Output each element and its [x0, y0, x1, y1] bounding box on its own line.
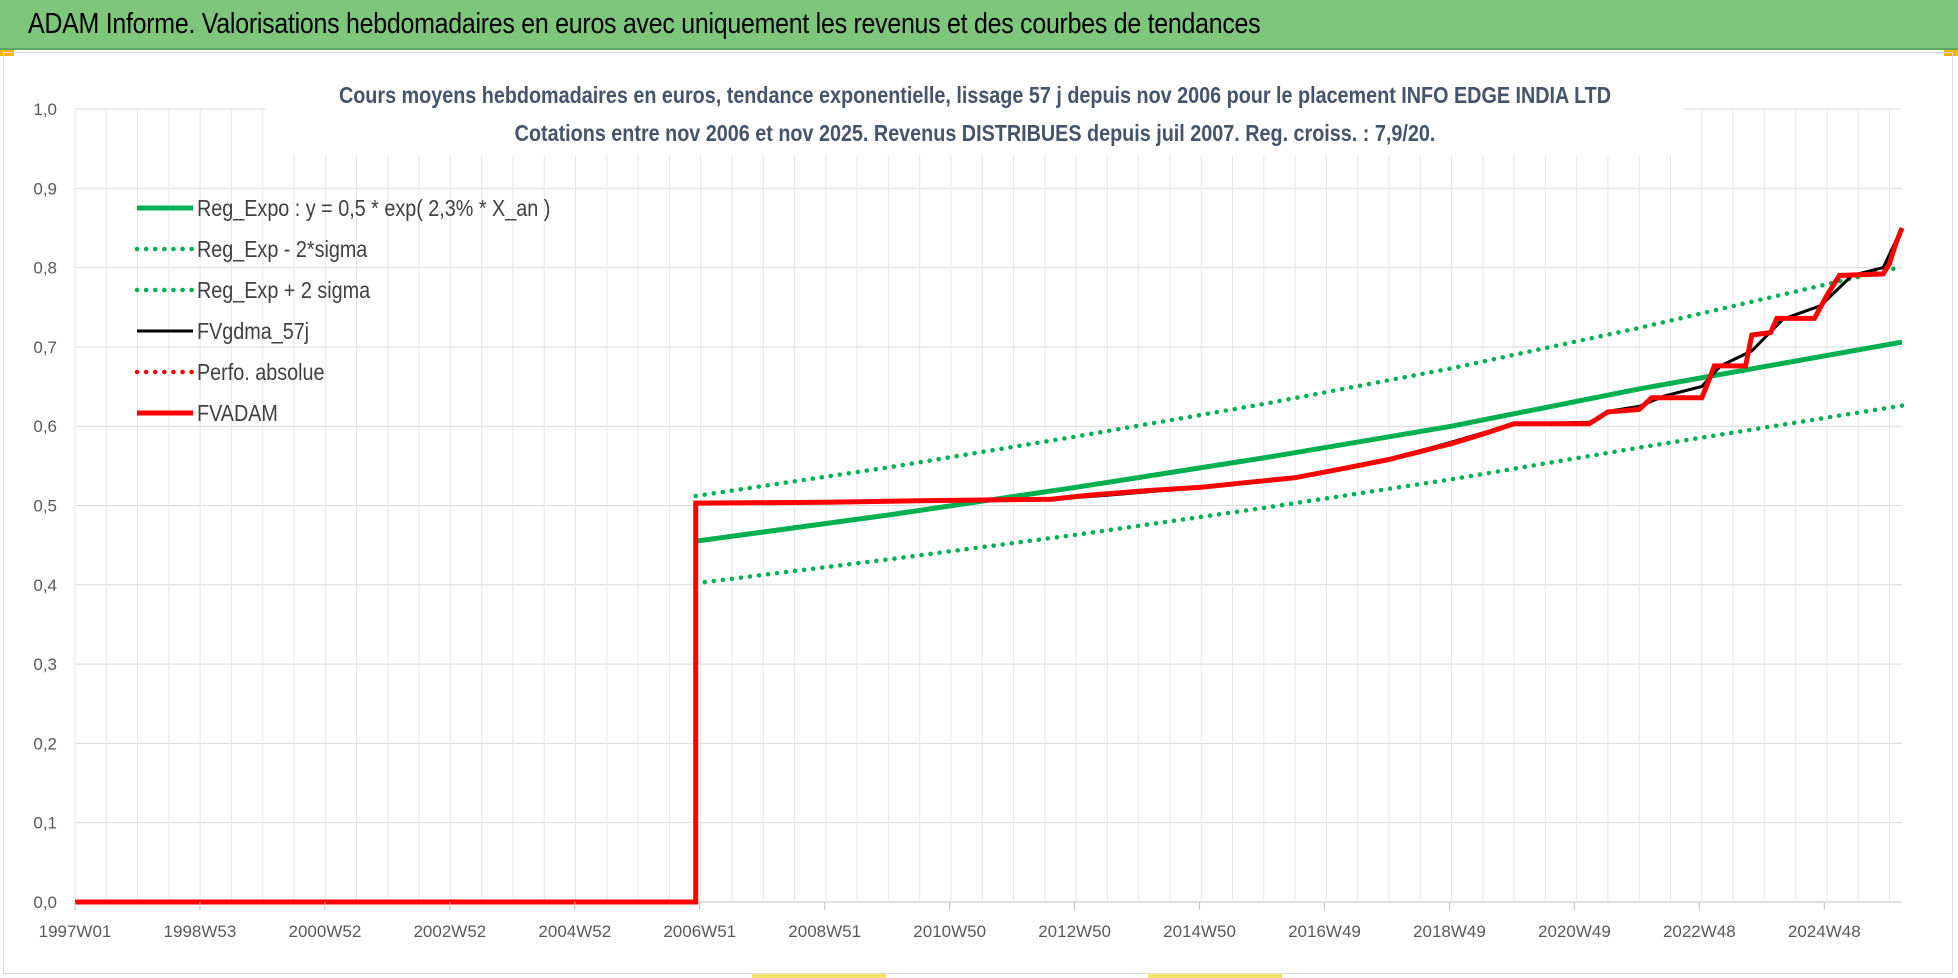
y-tick-label: 0,8: [33, 259, 57, 278]
legend-label: Reg_Exp + 2 sigma: [197, 278, 370, 304]
x-tick-label: 2002W52: [413, 922, 486, 941]
y-axis-ticks: 0,0 0,1 0,2 0,3 0,4 0,5 0,6 0,7 0,8 0,9 1,0: [33, 100, 57, 912]
series-line-1: [693, 403, 1905, 586]
report-header: ADAM Informe. Valorisations hebdomadaire…: [0, 0, 1958, 50]
y-tick-label: 0,9: [33, 179, 57, 198]
title-background: [266, 95, 1684, 155]
y-tick-label: 0,3: [33, 655, 57, 674]
legend-label: Reg_Exp - 2*sigma: [197, 237, 367, 263]
legend-label: Reg_Expo : y = 0,5 * exp( 2,3% * X_an ): [197, 196, 550, 222]
bottom-marker: [1148, 974, 1282, 978]
x-tick-label: 2018W49: [1413, 922, 1486, 941]
x-tick-label: 2014W50: [1163, 922, 1236, 941]
y-tick-label: 0,0: [33, 893, 57, 912]
y-tick-label: 0,1: [33, 814, 57, 833]
legend-label: FVADAM: [197, 401, 278, 427]
legend-label: Perfo. absolue: [197, 360, 324, 386]
series-line-5: [75, 227, 1905, 905]
series-line-2: [693, 264, 1905, 499]
bottom-marker: [752, 974, 886, 978]
series-layer: [75, 227, 1905, 905]
corner-marker-left: [0, 50, 14, 56]
x-tick-label: 2016W49: [1288, 922, 1361, 941]
x-tick-label: 1997W01: [39, 922, 112, 941]
x-tick-label: 2024W48: [1788, 922, 1861, 941]
y-tick-label: 0,4: [33, 576, 57, 595]
x-tick-label: 2004W52: [538, 922, 611, 941]
x-tick-label: 2022W48: [1663, 922, 1736, 941]
series-line-0: [695, 339, 1903, 544]
chart-title-line1: Cours moyens hebdomadaires en euros, ten…: [339, 83, 1611, 109]
y-tick-label: 1,0: [33, 100, 57, 119]
x-tick-label: 2010W50: [913, 922, 986, 941]
x-tick-label: 2008W51: [788, 922, 861, 941]
x-tick-label: 2006W51: [663, 922, 736, 941]
x-tick-label: 2020W49: [1538, 922, 1611, 941]
corner-marker-right: [1944, 50, 1958, 56]
x-axis-ticks: 1997W01 1998W53 2000W52 2002W52 2004W52 2006W…: [39, 902, 1861, 941]
chart-title-line2: Cotations entre nov 2006 et nov 2025. Re…: [515, 121, 1436, 147]
y-tick-label: 0,2: [33, 734, 57, 753]
report-title: ADAM Informe. Valorisations hebdomadaire…: [28, 8, 1261, 40]
chart-area-border: [3, 52, 1953, 974]
legend-label: FVgdma_57j: [197, 319, 309, 345]
grid: [74, 108, 1902, 903]
legend: Reg_Expo : y = 0,5 * exp( 2,3% * X_an ) R…: [134, 196, 550, 427]
x-tick-label: 2012W50: [1038, 922, 1111, 941]
x-tick-label: 1998W53: [164, 922, 237, 941]
y-tick-label: 0,6: [33, 417, 57, 436]
y-tick-label: 0,5: [33, 497, 57, 516]
x-tick-label: 2000W52: [289, 922, 362, 941]
y-tick-label: 0,7: [33, 338, 57, 357]
